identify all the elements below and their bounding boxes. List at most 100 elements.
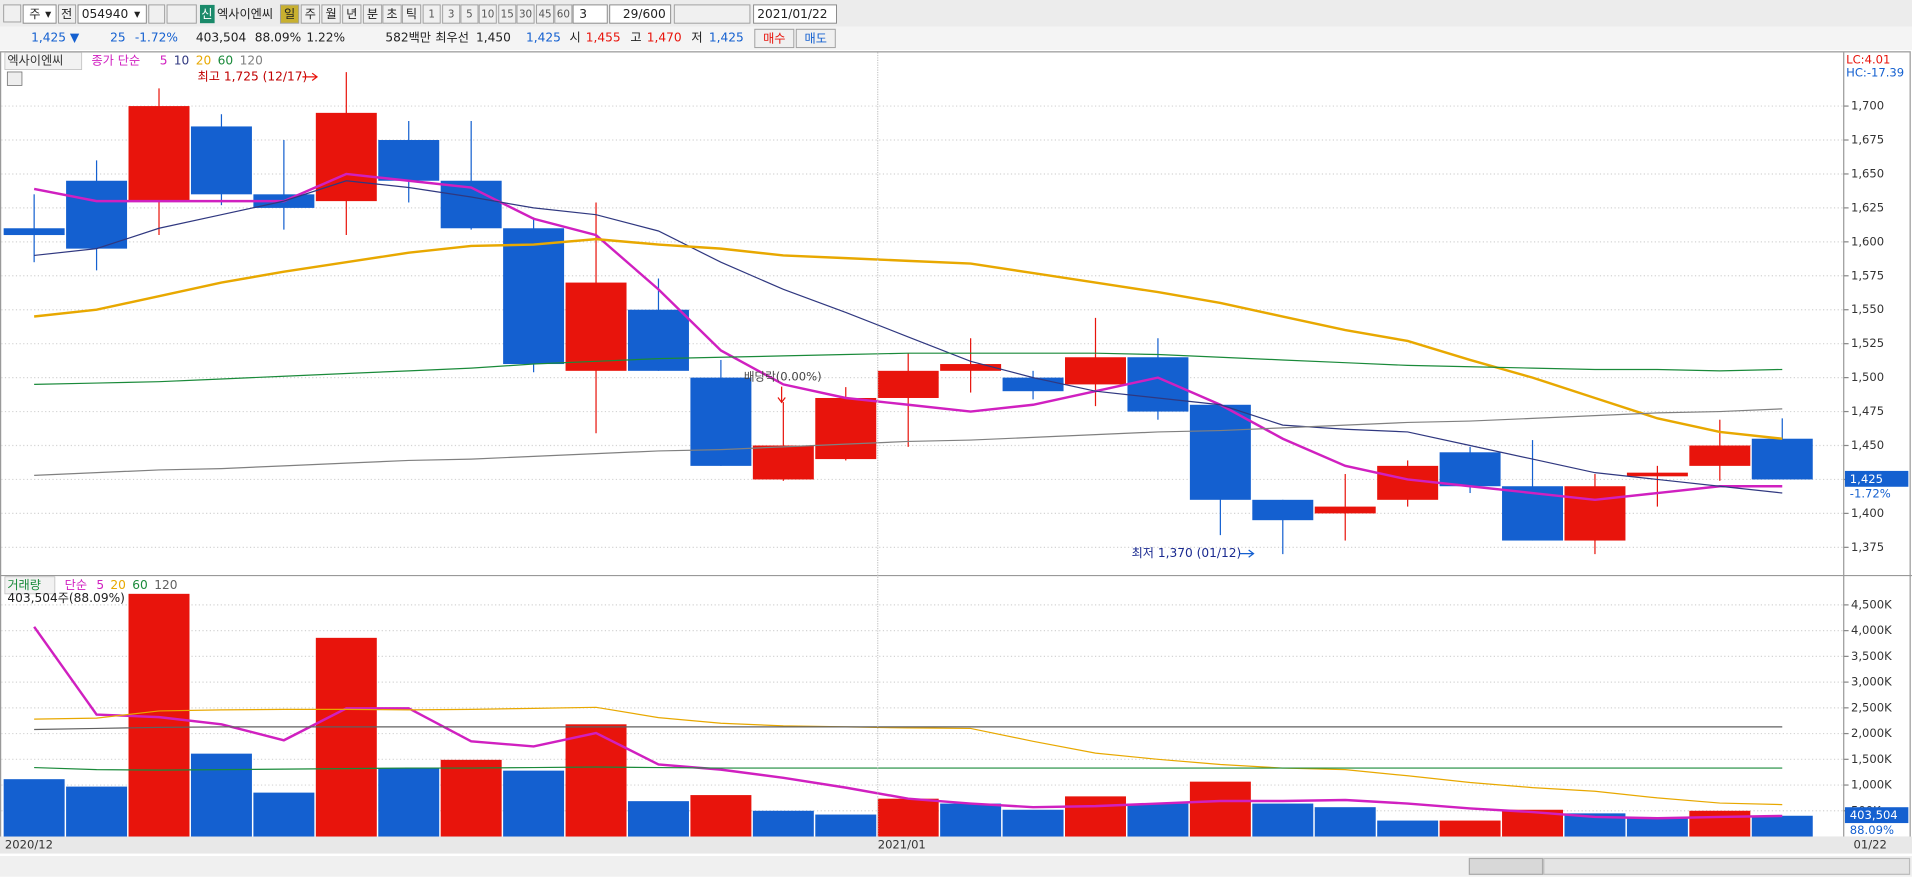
- volume-bar: [66, 786, 128, 837]
- legend-entry: 20: [196, 53, 212, 67]
- volume-bar: [940, 803, 1002, 837]
- y-tick-label: 2,000K: [1851, 726, 1892, 740]
- change-rate: -1.72%: [135, 30, 178, 44]
- count-box[interactable]: [609, 4, 672, 24]
- y-tick-label: 1,550: [1851, 302, 1884, 316]
- candle-body: [1189, 404, 1251, 500]
- y-tick-label: 1,000K: [1851, 778, 1892, 792]
- x-axis-band: [0, 836, 1912, 854]
- volume-bar: [565, 724, 627, 837]
- legend-entry: 120: [154, 578, 177, 592]
- volume-bar: [1689, 810, 1751, 837]
- interval-button[interactable]: [498, 4, 517, 24]
- interval-button[interactable]: [422, 4, 441, 24]
- interval: 10: [481, 9, 494, 21]
- moving-average: [33, 172, 1783, 502]
- date-box[interactable]: [753, 4, 837, 24]
- candle-body: [940, 364, 1002, 371]
- candle-body: [66, 180, 128, 249]
- period-button[interactable]: [279, 4, 300, 24]
- legend-title-box: [4, 576, 56, 595]
- y-tick-label: 1,700: [1851, 99, 1884, 113]
- annotation: 최저 1,370 (01/12): [1132, 546, 1242, 560]
- moving-average: [34, 706, 1783, 806]
- candle-body: [190, 126, 252, 195]
- volume: 403,504: [196, 30, 247, 44]
- candle-body: [378, 140, 440, 181]
- interval: 30: [519, 9, 532, 21]
- interval-button[interactable]: [460, 4, 479, 24]
- period-button[interactable]: [300, 4, 320, 24]
- last-volume: 403,504: [1850, 808, 1898, 822]
- y-tick-label: 1,675: [1851, 133, 1884, 147]
- period-button[interactable]: [342, 4, 362, 24]
- period: 일: [284, 7, 295, 21]
- candle-body: [1252, 499, 1314, 521]
- volume-bar: [315, 637, 377, 837]
- volume-bar: [815, 814, 877, 837]
- sound-button[interactable]: [166, 4, 197, 24]
- period-button[interactable]: [401, 4, 422, 24]
- exchange-button[interactable]: [58, 4, 77, 24]
- turnover: 1.22%: [306, 30, 345, 44]
- candle-body: [1439, 452, 1501, 487]
- x-tick-label: 01/22: [1853, 838, 1886, 852]
- volume-ratio: 88.09%: [255, 30, 301, 44]
- period-button[interactable]: [382, 4, 402, 24]
- interval-button[interactable]: [442, 4, 461, 24]
- candle-body: [1002, 377, 1064, 392]
- y-tick-label: 1,625: [1851, 200, 1884, 214]
- bid: 1,425: [526, 30, 561, 44]
- interval-button[interactable]: [478, 4, 497, 24]
- candle-body: [315, 112, 377, 202]
- period: 월: [325, 7, 336, 21]
- y-tick-label: 1,475: [1851, 404, 1884, 418]
- moving-average: [33, 626, 1783, 820]
- period-button[interactable]: [321, 4, 341, 24]
- candle-body: [627, 309, 689, 371]
- tool-icons[interactable]: [673, 4, 751, 24]
- scroll-thumb[interactable]: [1468, 857, 1544, 875]
- legend-entry: 20: [110, 578, 126, 592]
- last-price: 1,425: [1850, 472, 1883, 486]
- last-change: -1.72%: [1850, 487, 1891, 501]
- buy-button[interactable]: [754, 28, 795, 49]
- volume-bar: [627, 801, 689, 837]
- period-button[interactable]: [362, 4, 383, 24]
- x-tick-label: 2021/01: [878, 838, 926, 852]
- y-tick-label: 1,500K: [1851, 752, 1892, 766]
- open-label: 시: [569, 30, 580, 44]
- market-select[interactable]: [22, 4, 57, 24]
- corner-label: HC:-17.39: [1846, 66, 1904, 80]
- tool-icon: [6, 71, 23, 86]
- market: 주: [29, 7, 40, 21]
- volume-bar: [253, 792, 315, 837]
- period: 분: [367, 7, 378, 21]
- quote-bar: [0, 26, 1912, 51]
- search-button[interactable]: [148, 4, 166, 24]
- legend-entry: 120: [240, 53, 263, 67]
- x-tick-label: 2020/12: [5, 838, 53, 852]
- candle-body: [752, 445, 814, 480]
- chart-title: 거래량: [7, 578, 41, 592]
- interval-button[interactable]: [536, 4, 555, 24]
- y-tick-label: 1,650: [1851, 166, 1884, 180]
- annotation-arrow: [302, 72, 319, 81]
- code-input[interactable]: [77, 4, 147, 24]
- volume-bar: [1751, 815, 1813, 837]
- y-tick-label: 3,500K: [1851, 649, 1892, 663]
- menu-icon[interactable]: [3, 4, 22, 23]
- moving-average: [34, 408, 1783, 476]
- interval-button[interactable]: [516, 4, 535, 24]
- sell-button[interactable]: [795, 28, 836, 49]
- interval-button[interactable]: [554, 4, 573, 24]
- volume-bar: [1626, 818, 1688, 837]
- volume-bar: [877, 798, 939, 837]
- last-volume-box: [1844, 807, 1909, 824]
- indicator: 종가 단순: [91, 53, 140, 67]
- y-tick-label: 1,375: [1851, 540, 1884, 554]
- moving-average: [34, 352, 1783, 386]
- volume-bar: [1065, 796, 1126, 837]
- interval-select[interactable]: [572, 4, 608, 24]
- playback-controls[interactable]: [1543, 857, 1911, 875]
